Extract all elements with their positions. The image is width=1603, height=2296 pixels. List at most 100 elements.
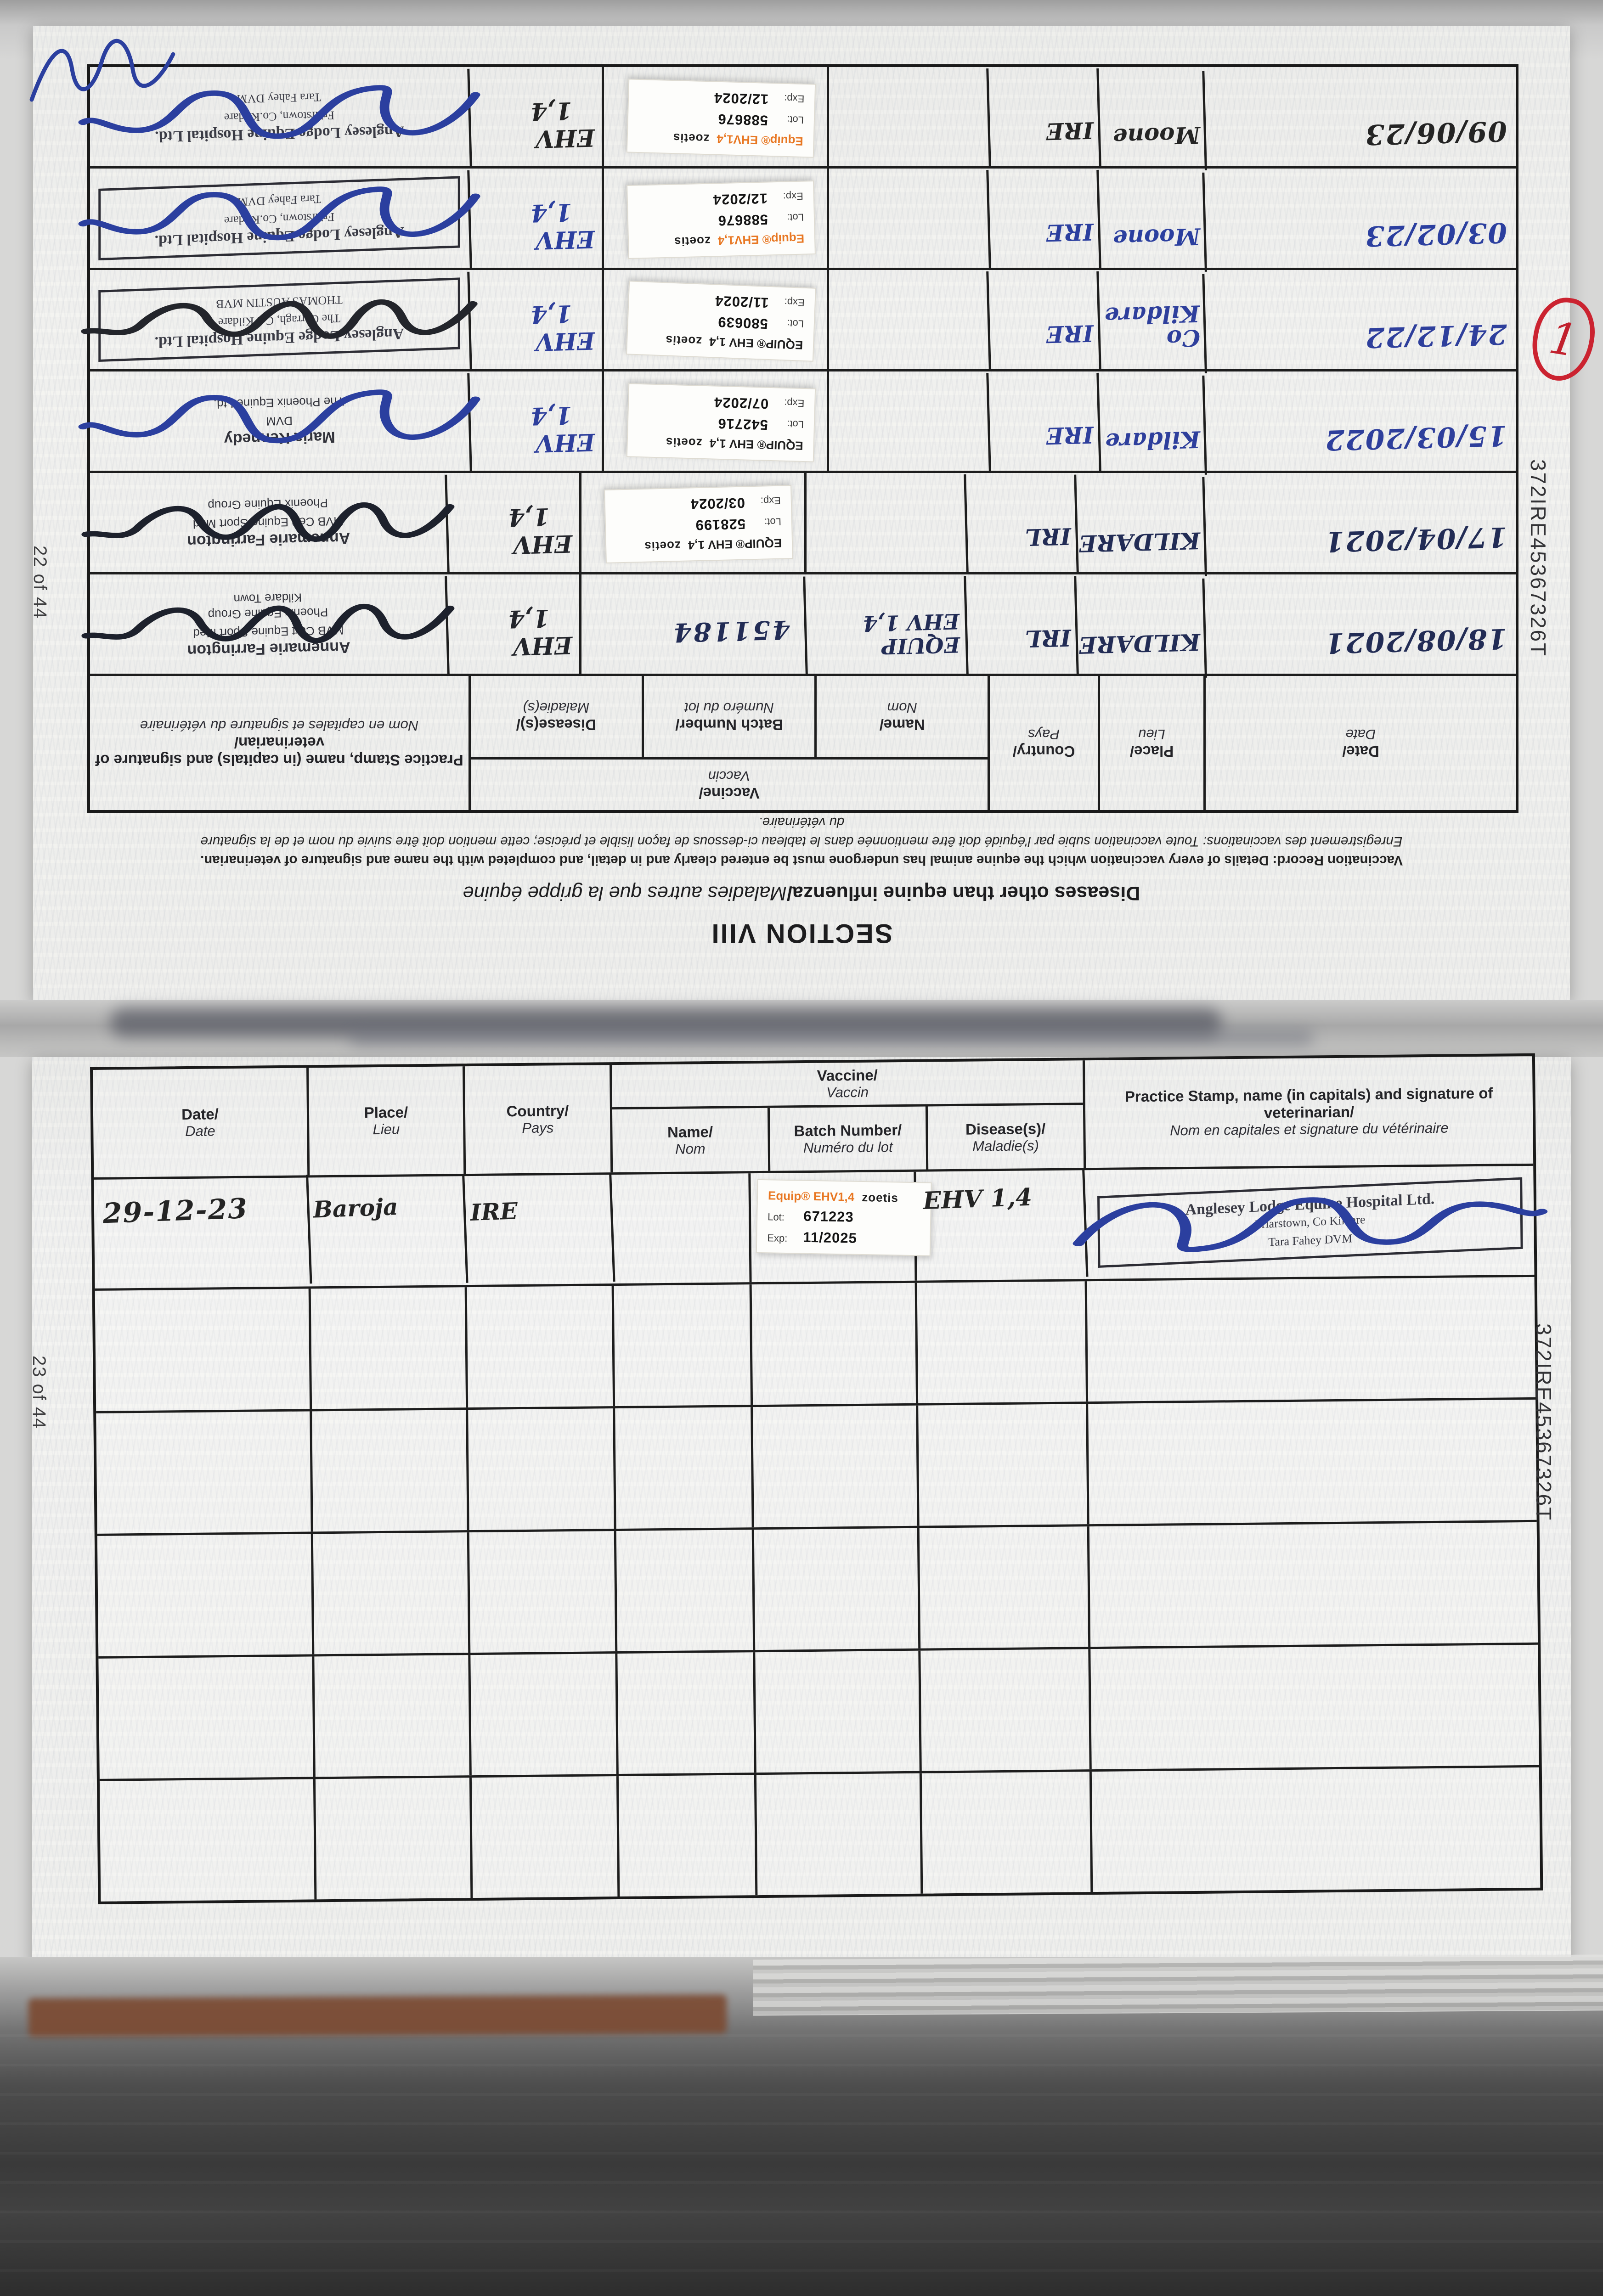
header-batch: Batch Number/ Numéro du lot (770, 1106, 928, 1171)
table-row: 24/12/22 Co Kildare IRE EQUIP® EHV 1,4zoe… (81, 266, 1517, 373)
vaccine-name-cell (827, 169, 988, 268)
passport-code-bottom: 372IRE45367326T (1532, 1323, 1556, 1522)
table-row: 18/08/2021 KILDARE IRL EQUIP EHV 1,4 4511… (81, 570, 1517, 678)
stamp-cell: Anglesey Lodge Equine Hospital Ltd. Fria… (1072, 1166, 1548, 1279)
header-name: Name/ Nom (814, 676, 988, 757)
header-date: Date/ Date (1203, 676, 1516, 810)
section-heading: SECTION VIII Diseases other than equine … (33, 813, 1570, 949)
header-vaccine: Vaccine/ Vaccin (612, 1060, 1083, 1110)
passport-page-23: Date/ Date Place/ Lieu Country/ Pays Vac… (32, 1053, 1571, 1966)
country-cell: IRE (986, 167, 1099, 270)
vaccine-name-cell: EQUIP EHV 1,4 (803, 572, 966, 676)
vaccine-name-cell (827, 67, 988, 166)
batch-cell: Equip® EHV1,4zoetis Lot: 588676 Exp: 12/20… (602, 169, 827, 268)
empty-table-row (97, 1522, 1538, 1659)
date-cell: 29-12-23 (92, 1175, 312, 1292)
instructions-fr2: du vétérinaire. (758, 815, 845, 830)
stamp-cell: Annemarie Farrington MVB Cert Equine Spo… (81, 473, 455, 572)
country-cell: IRE (464, 1172, 615, 1287)
passport-page-22: SECTION VIII Diseases other than equine … (33, 26, 1570, 1000)
stamp-cell: Anglesey Lodge Equine Hospital Ltd. The … (81, 270, 478, 369)
header-name: Name/ Nom (612, 1108, 771, 1173)
table-row: 09/06/23 Moone IRE Equip® EHV1,4zoetis L… (78, 63, 1517, 170)
table-header: Date/ Date Place/ Lieu Country/ Pays Vac… (93, 1056, 1534, 1180)
vaccine-name-cell (613, 1173, 752, 1284)
header-vaccine: Vaccine/ Vaccin (471, 757, 988, 810)
practice-stamp: Anglesey Lodge Equine Hospital Ltd. The … (98, 277, 460, 362)
passport-code-top: 372IRE45367326T (1526, 459, 1550, 658)
country-cell: IRE (986, 65, 1099, 168)
page-edge-stack (753, 1954, 1603, 2016)
date-cell: 17/04/2021 (1202, 469, 1517, 576)
place-cell: KILDARE (1074, 573, 1205, 675)
country-cell: IRE (986, 370, 1099, 473)
stamp-cell: Maria Kennedy DVM The Phoenix Equine Ltd… (78, 371, 480, 471)
table-row: 15/03/2022 Kildare IRE EQUIP® EHV 1,4zoe… (78, 367, 1517, 475)
empty-table-row (99, 1767, 1540, 1902)
batch-cell: Equip® EHV1,4 zoetis Lot: 671223 Exp: 11/20… (751, 1171, 932, 1283)
disease-cell: EHV 1,4 (467, 65, 603, 168)
vaccine-sticker: Equip® EHV1,4zoetis Lot: 588676 Exp: 12/20… (626, 79, 816, 158)
table-header: Date/ Date Place/ Lieu Country/ Pays Vac… (90, 674, 1516, 810)
batch-cell: EQUIP® EHV 1,4zoetis Lot: 542716 Exp: 07/2… (602, 371, 827, 471)
instructions-fr: Enregistrement des vaccinations: Toute v… (200, 833, 1403, 849)
vaccine-sticker: Equip® EHV1,4zoetis Lot: 588676 Exp: 12/20… (627, 180, 816, 259)
vaccine-sticker: EQUIP® EHV 1,4zoetis Lot: 528199 Exp: 03/2… (604, 485, 794, 563)
section-title: SECTION VIII (710, 918, 893, 948)
table-row: 03/02/23 Moone IRE Equip® EHV1,4zoetis L… (78, 164, 1517, 272)
disease-cell: EHV 1,4 (467, 167, 603, 270)
empty-table-row (95, 1277, 1536, 1413)
table-row: 17/04/2021 KILDARE IRL EQUIP® EHV 1,4zoe… (81, 469, 1517, 576)
scan-streaks (0, 2034, 1603, 2296)
section-subtitle: Diseases other than equine influenza/Mal… (33, 882, 1570, 904)
empty-table-row (96, 1399, 1537, 1536)
disease-cell: EHV 1,4 (445, 573, 581, 675)
vaccine-sticker: Equip® EHV1,4 zoetis Lot: 671223 Exp: 11/20… (756, 1179, 932, 1256)
subtitle-fr: Maladies autres que la grippe équine (463, 882, 787, 904)
batch-cell: Equip® EHV1,4zoetis Lot: 588676 Exp: 12/20… (602, 67, 827, 166)
book-spine-edge (28, 1995, 727, 2037)
batch-cell: EQUIP® EHV 1,4zoetis Lot: 580639 Exp: 11/2… (602, 270, 827, 369)
country-cell: IRE (986, 268, 1099, 371)
section-instructions: Vaccination Record: Details of every vac… (33, 813, 1570, 870)
vaccine-name-cell (827, 371, 988, 471)
vaccine-name-cell (827, 270, 988, 369)
date-cell: 03/02/23 (1202, 164, 1517, 272)
practice-stamp: Anglesey Lodge Equine Hospital Ltd. Fria… (98, 176, 460, 260)
subtitle-en: Diseases other than equine influenza/ (786, 882, 1140, 904)
date-cell: 09/06/23 (1202, 63, 1517, 170)
place-cell: Kildare (1096, 370, 1205, 472)
vaccine-sticker: EQUIP® EHV 1,4zoetis Lot: 542716 Exp: 07/2… (626, 383, 816, 462)
date-cell: 18/08/2021 (1202, 570, 1517, 678)
stray-signature (29, 39, 175, 102)
table-row: 29-12-23 Baroja IRE Equip® EHV1,4 zoetis … (92, 1165, 1548, 1292)
place-cell: Co Kildare (1096, 269, 1205, 371)
vaccine-name-cell (804, 473, 965, 572)
date-cell: 24/12/22 (1202, 266, 1517, 373)
practice-stamp: Maria Kennedy DVM The Phoenix Equine Ltd… (213, 394, 344, 448)
date-cell: 15/03/2022 (1202, 367, 1517, 475)
stamp-cell: Annemarie Farrington MVB Cert Equine Spo… (81, 574, 455, 674)
header-country: Country/ Pays (465, 1065, 613, 1174)
header-place: Place/ Lieu (309, 1066, 466, 1176)
disease-cell: EHV 1,4 (445, 471, 581, 574)
header-vaccine-group: Vaccine/ Vaccin Name/ Nom Batch Number/ … (612, 1060, 1086, 1173)
place-cell: Moone (1096, 167, 1205, 269)
practice-stamp: Anglesey Lodge Equine Hospital Ltd. Fria… (1097, 1177, 1523, 1268)
place-cell: KILDARE (1074, 471, 1205, 574)
practice-stamp: Annemarie Farrington MVB Cert Equine Spo… (186, 496, 350, 550)
place-cell: Baroja (308, 1174, 468, 1289)
vaccination-table-bottom: Date/ Date Place/ Lieu Country/ Pays Vac… (90, 1053, 1548, 1904)
batch-cell: EQUIP® EHV 1,4zoetis Lot: 528199 Exp: 03/2… (579, 473, 805, 572)
header-disease: Disease(s)/ Maladie(s) (965, 1120, 1046, 1154)
country-cell: IRL (964, 471, 1077, 574)
disease-cell: EHV 1,4 (914, 1168, 1089, 1283)
disease-cell: EHV 1,4 (467, 370, 603, 473)
page-number-top: 22 of 44 (30, 546, 50, 619)
fold-shadow (349, 1030, 1314, 1045)
practice-stamp: Annemarie Farrington MVB Cert Equine Spo… (186, 591, 350, 659)
disease-cell: EHV 1,4 (467, 268, 603, 371)
batch-cell: 451184 (579, 574, 805, 674)
header-date: Date/ Date (93, 1068, 310, 1177)
